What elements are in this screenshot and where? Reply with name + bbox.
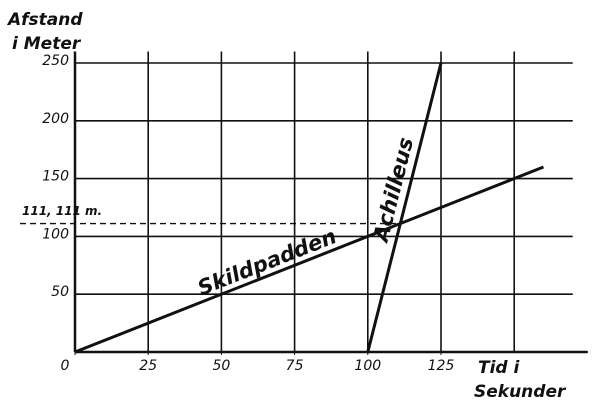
y-tick-label: 50	[51, 284, 69, 300]
x-axis-title: Sekunder	[474, 382, 567, 402]
y-tick-label: 150	[42, 169, 69, 185]
y-axis-title: i Meter	[12, 34, 82, 54]
x-tick-label: 50	[212, 358, 230, 374]
y-axis-title: Afstand	[6, 10, 83, 30]
x-tick-label: 125	[428, 358, 455, 374]
annotation-label: 111, 111 m.	[22, 204, 102, 218]
y-tick-label: 250	[42, 53, 69, 69]
x-tick-label: 100	[354, 358, 381, 374]
line	[74, 165, 545, 354]
y-tick-label: 200	[42, 111, 69, 127]
x-tick-label: 25	[139, 358, 157, 374]
x-tick-label: 0	[61, 358, 70, 374]
series-label: Achilleus	[368, 135, 418, 246]
line	[366, 62, 443, 353]
series-label: Skildpadden	[194, 224, 340, 300]
x-axis-title: Tid i	[478, 358, 521, 378]
y-tick-label: 100	[42, 226, 69, 242]
x-tick-label: 75	[286, 358, 304, 374]
